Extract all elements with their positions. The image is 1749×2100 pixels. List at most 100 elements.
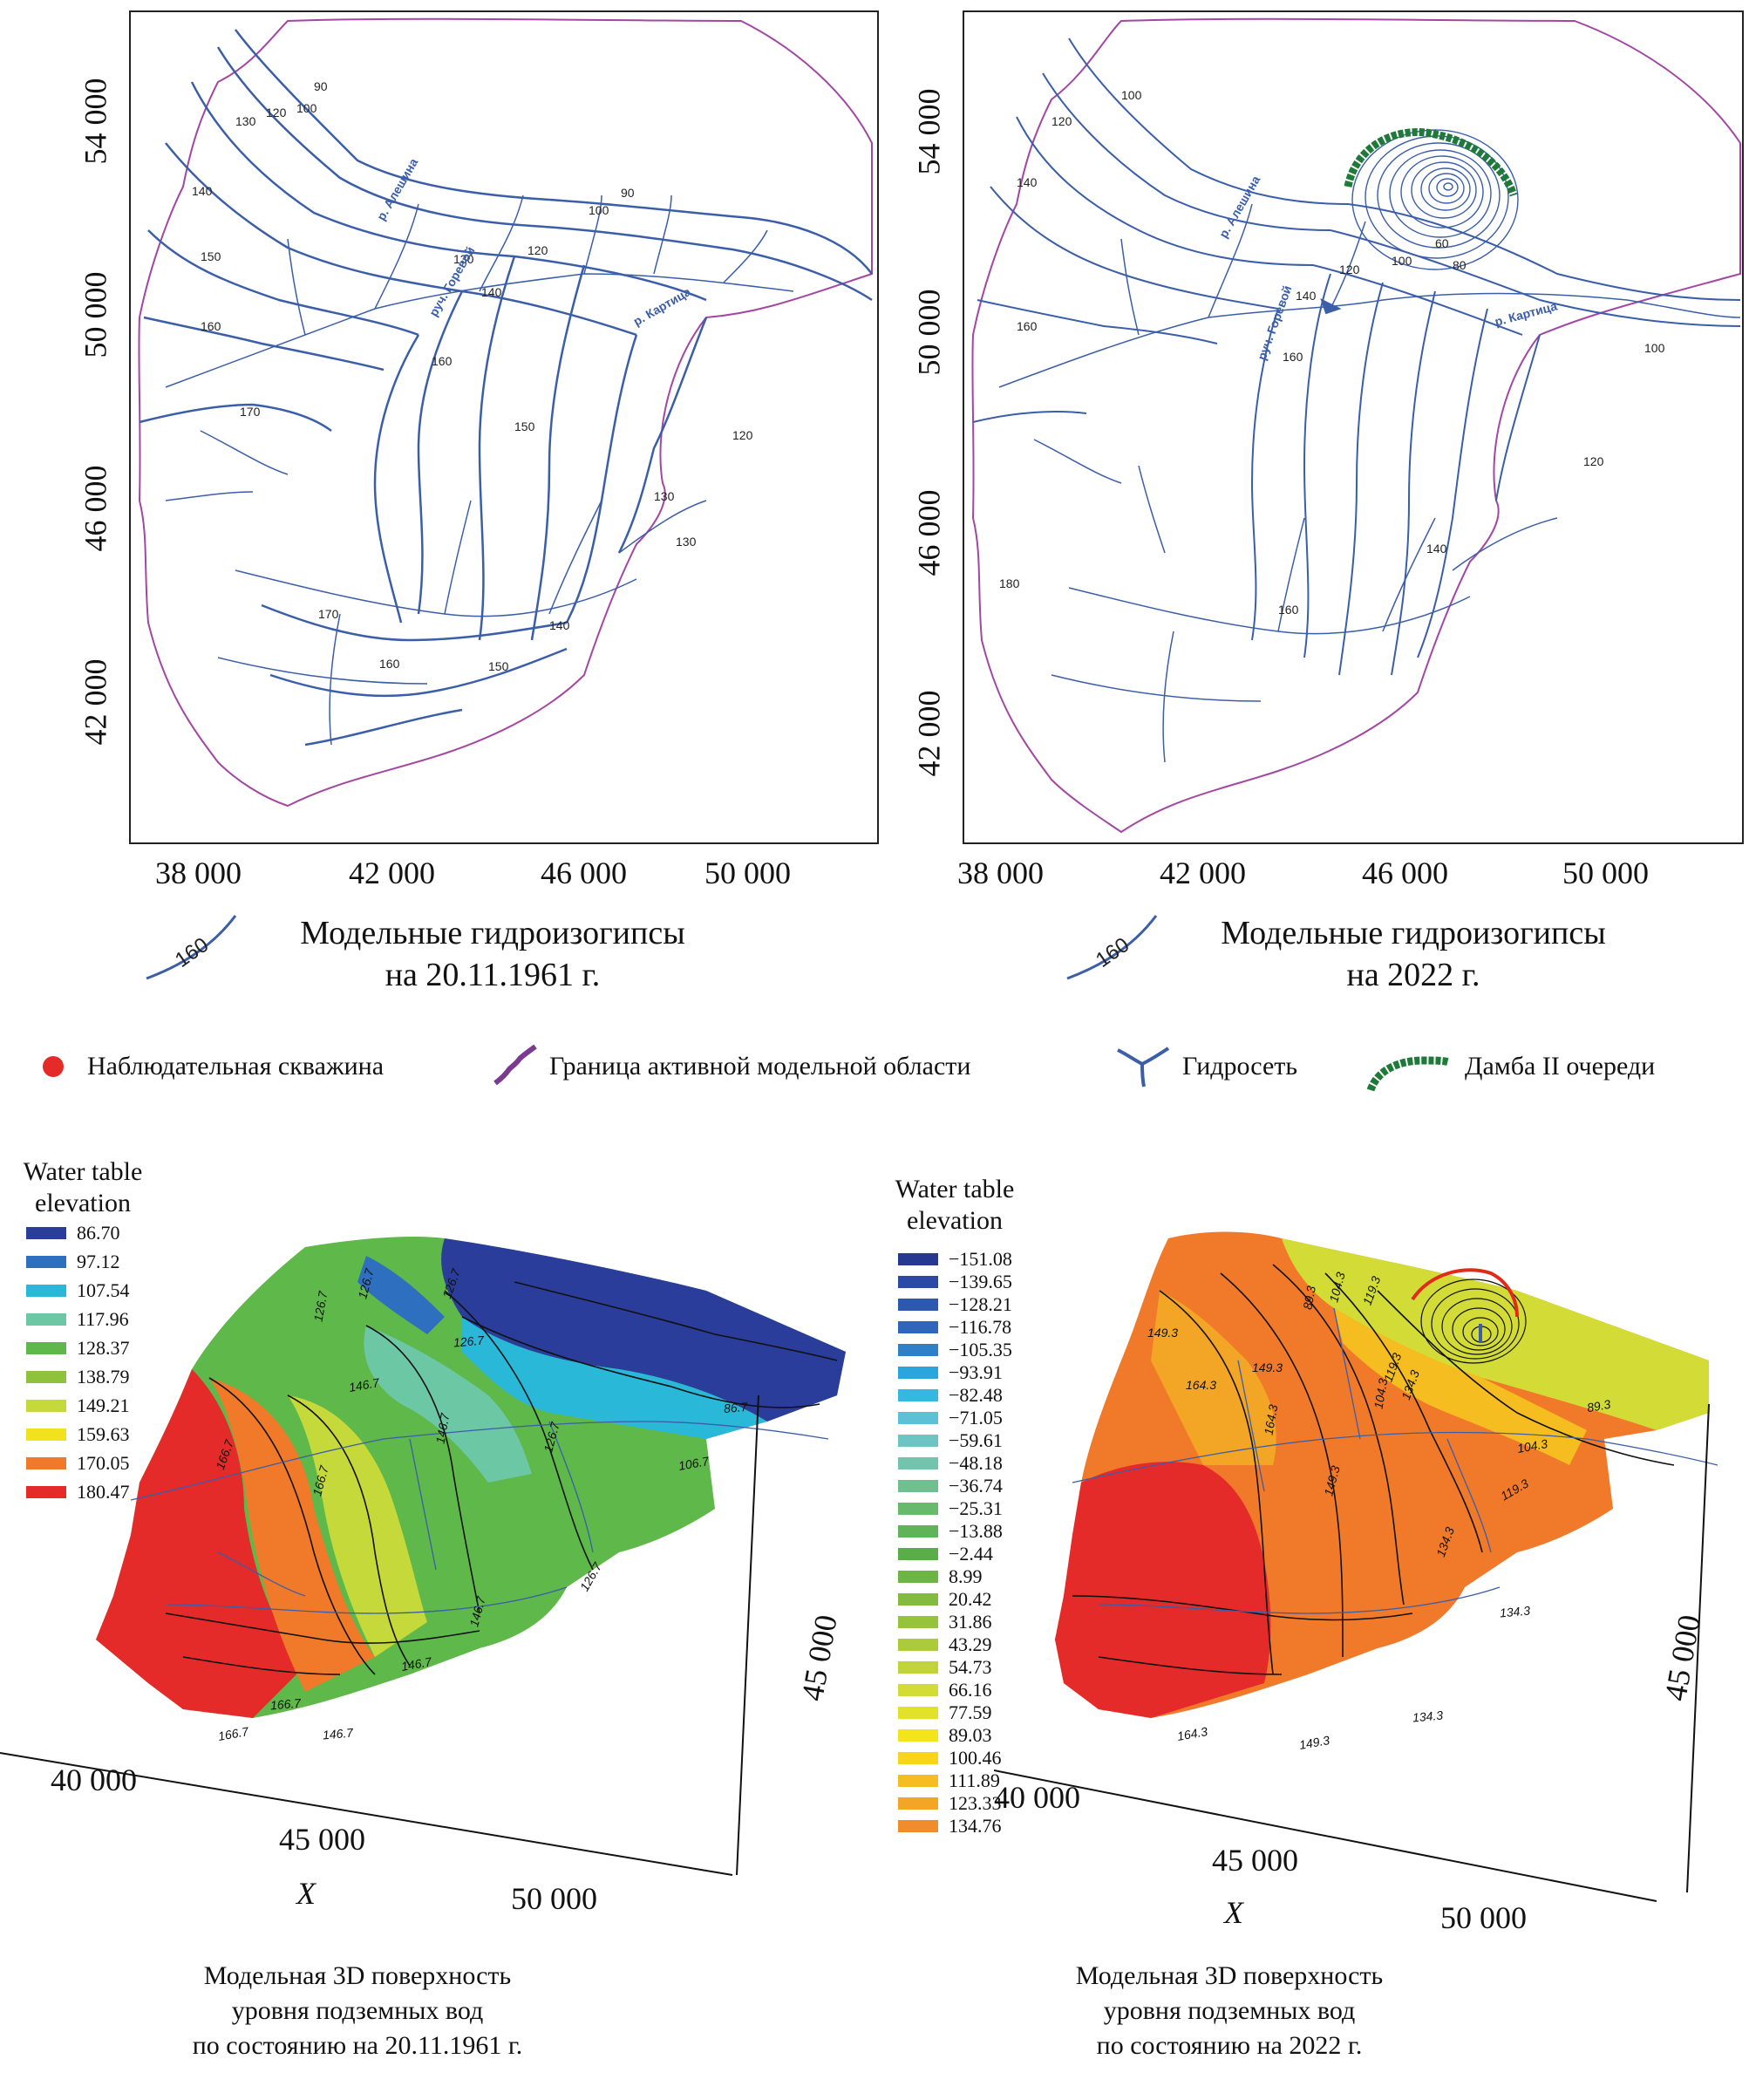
color-scale-value: 170.05 bbox=[77, 1452, 130, 1474]
caption-line: Модельные гидроизогипсы bbox=[300, 915, 685, 951]
contour-line bbox=[1347, 203, 1741, 301]
model-boundary bbox=[971, 17, 1741, 834]
axis-label-x: X bbox=[296, 1876, 316, 1911]
surface-2022-side-axis bbox=[1686, 1404, 1710, 1892]
isohypse-sample-label: 160 bbox=[171, 933, 213, 972]
contour-line bbox=[1250, 308, 1279, 641]
contour-line bbox=[147, 229, 419, 337]
color-scale-item: 89.03 bbox=[898, 1724, 992, 1746]
color-scale-value: 86.70 bbox=[77, 1222, 120, 1244]
surface-2022-drawing bbox=[1055, 1231, 1718, 1718]
contour-line bbox=[1338, 282, 1384, 676]
color-scale-item: 123.33 bbox=[898, 1792, 1002, 1814]
scale-title-line: elevation bbox=[907, 1206, 1003, 1235]
river-branch bbox=[1051, 674, 1262, 702]
contour-label: 130 bbox=[676, 535, 697, 549]
color-swatch bbox=[898, 1571, 938, 1583]
color-scale-item: −139.65 bbox=[898, 1271, 1012, 1292]
contour-label: 120 bbox=[1583, 454, 1604, 468]
caption-line: Модельная 3D поверхность bbox=[1075, 1961, 1384, 1990]
dam-line bbox=[1344, 128, 1518, 197]
color-swatch bbox=[898, 1775, 938, 1787]
contour-label: 170 bbox=[318, 607, 339, 621]
contour-label: 140 bbox=[1296, 289, 1317, 303]
river-branch bbox=[548, 500, 602, 615]
color-scale-item: 66.16 bbox=[898, 1679, 992, 1701]
color-scale-item: 43.29 bbox=[898, 1633, 992, 1655]
dam-symbol-icon bbox=[1366, 1056, 1451, 1092]
axis-tick-label: 40 000 bbox=[994, 1780, 1080, 1815]
caption-line: уровня подземных вод bbox=[231, 1996, 484, 2025]
contour-line bbox=[990, 186, 1279, 310]
color-scale-value: −105.35 bbox=[949, 1339, 1012, 1360]
legend-well-label: Наблюдательная скважина bbox=[87, 1052, 385, 1081]
river-branch bbox=[444, 500, 472, 615]
river-branch bbox=[287, 238, 306, 336]
color-scale-value: 97.12 bbox=[77, 1251, 120, 1272]
depression-cone bbox=[1420, 1278, 1527, 1364]
color-scale-title: Water table elevation bbox=[881, 1174, 1029, 1237]
color-scale-item: −116.78 bbox=[898, 1316, 1011, 1338]
river-branch bbox=[165, 491, 254, 501]
river-branch bbox=[165, 273, 794, 388]
contour-label: 160 bbox=[1283, 350, 1303, 364]
x-tick-label: 42 000 bbox=[349, 856, 435, 890]
river-branch bbox=[583, 194, 602, 275]
color-scale-value: −36.74 bbox=[949, 1475, 1003, 1497]
surface-2022-axis bbox=[994, 1769, 1657, 1902]
contour-label: 140 bbox=[192, 184, 213, 198]
color-swatch bbox=[898, 1276, 938, 1288]
contour-label: 170 bbox=[240, 405, 261, 419]
legend-boundary-label: Граница активной модельной области bbox=[549, 1052, 971, 1081]
contour-label: 160 bbox=[1278, 603, 1299, 617]
contour-line bbox=[143, 316, 385, 372]
color-scale-value: −128.21 bbox=[949, 1293, 1012, 1315]
color-scale-item: −59.61 bbox=[898, 1429, 1003, 1451]
color-swatch bbox=[898, 1661, 938, 1674]
y-tick-label: 54 000 bbox=[911, 88, 947, 175]
contour-label: 150 bbox=[514, 419, 535, 433]
contour-line bbox=[1303, 273, 1331, 658]
well-marker-icon bbox=[43, 1056, 64, 1077]
contour-line bbox=[304, 708, 463, 747]
color-swatch bbox=[898, 1729, 938, 1742]
color-scale-item: −93.91 bbox=[898, 1361, 1003, 1383]
contour-label: 149.3 bbox=[1252, 1360, 1283, 1374]
color-scale-item: 180.47 bbox=[26, 1481, 130, 1503]
color-swatch bbox=[898, 1457, 938, 1469]
color-scale-item: 149.21 bbox=[26, 1394, 130, 1416]
river-branch bbox=[479, 194, 524, 292]
scale-title-line: elevation bbox=[35, 1189, 131, 1217]
color-scale-item: −71.05 bbox=[898, 1407, 1003, 1428]
axis-label-x: X bbox=[1224, 1895, 1243, 1930]
color-scale-value: 180.47 bbox=[77, 1481, 130, 1503]
river-branch bbox=[235, 569, 637, 617]
color-scale-item: −151.08 bbox=[898, 1248, 1012, 1270]
river-branch bbox=[374, 203, 419, 310]
color-scale-value: −139.65 bbox=[949, 1271, 1012, 1292]
river-label-kartica: р. Картица bbox=[1494, 298, 1559, 328]
y-tick-label: 50 000 bbox=[911, 289, 947, 376]
hydronetwork-symbol-icon bbox=[1117, 1047, 1170, 1088]
color-scale-item: 20.42 bbox=[898, 1588, 992, 1610]
color-scale-value: −48.18 bbox=[949, 1452, 1003, 1474]
color-scale-item: −36.74 bbox=[898, 1475, 1003, 1497]
color-swatch bbox=[898, 1684, 938, 1696]
color-swatch bbox=[898, 1525, 938, 1538]
river-branch bbox=[998, 292, 1741, 388]
color-scale-item: −2.44 bbox=[898, 1543, 993, 1565]
color-scale-item: 100.46 bbox=[898, 1747, 1002, 1769]
color-scale-item: 107.54 bbox=[26, 1279, 130, 1301]
contour-label: 120 bbox=[1051, 114, 1072, 128]
contour-label: 100 bbox=[589, 203, 609, 217]
color-scale-item: 138.79 bbox=[26, 1366, 130, 1388]
dam-line bbox=[1411, 1268, 1519, 1318]
color-scale-item: 134.76 bbox=[898, 1815, 1002, 1837]
color-swatch bbox=[898, 1593, 938, 1606]
x-tick-label: 38 000 bbox=[957, 856, 1044, 890]
contour-label: 100 bbox=[1121, 88, 1142, 102]
caption-line: Модельная 3D поверхность bbox=[203, 1961, 512, 1990]
color-swatch bbox=[898, 1707, 938, 1719]
contour-line bbox=[235, 29, 873, 275]
color-swatch bbox=[898, 1752, 938, 1764]
